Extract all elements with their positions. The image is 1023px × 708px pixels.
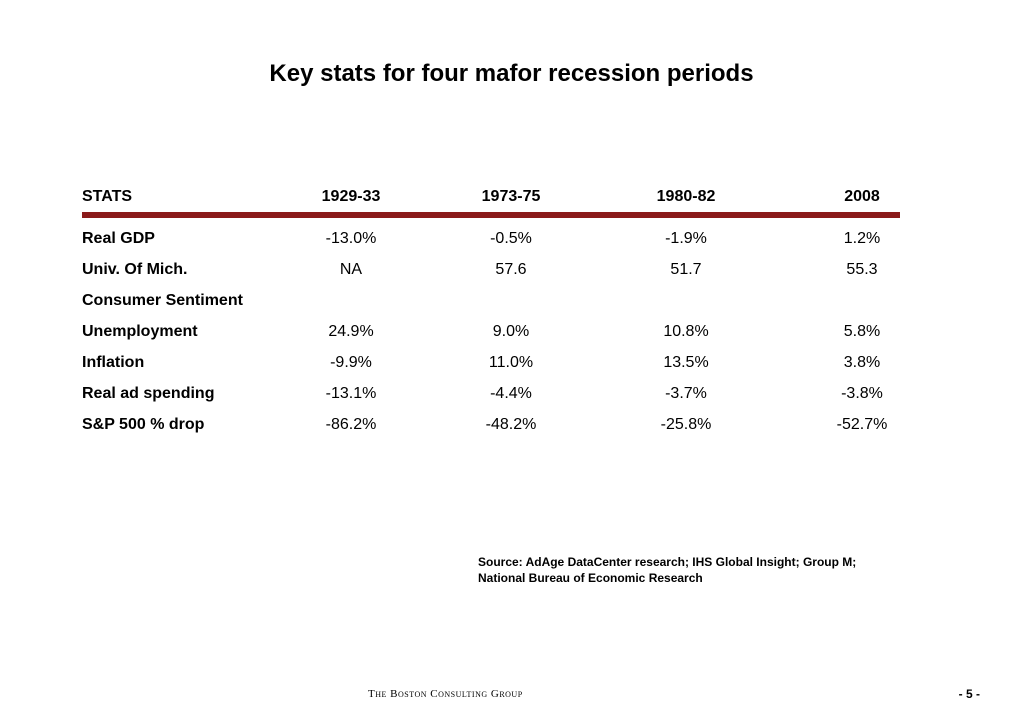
table-cell: -13.0%	[325, 230, 377, 247]
table-cell: 10.8%	[663, 323, 709, 340]
table-cell: -25.8%	[660, 416, 712, 433]
table-cell: NA	[339, 261, 363, 278]
table-cell: 51.7	[670, 261, 702, 278]
source-note: Source: AdAge DataCenter research; IHS G…	[478, 554, 908, 586]
table-cell: -9.9%	[330, 354, 372, 371]
table-cell: 1.2%	[843, 230, 881, 247]
slide-title: Key stats for four mafor recession perio…	[269, 60, 754, 87]
table-row: Real GDP -13.0% -0.5% -1.9% 1.2%	[82, 226, 900, 257]
table-cell: 13.5%	[663, 354, 709, 371]
source-line-2: National Bureau of Economic Research	[478, 571, 703, 585]
table-cell: 55.3	[846, 261, 878, 278]
table-header-row: STATS 1929-33 1973-75 1980-82 2008	[82, 184, 900, 212]
table-cell: -1.9%	[665, 230, 707, 247]
table-cell: 11.0%	[488, 354, 534, 371]
page-number: - 5 -	[958, 687, 980, 701]
row-label: Inflation	[82, 354, 145, 371]
table-row: Real ad spending -13.1% -4.4% -3.7% -3.8…	[82, 381, 900, 412]
footer-company-name: The Boston Consulting Group	[368, 688, 523, 700]
table-cell: -4.4%	[490, 385, 532, 402]
table-row: Consumer Sentiment	[82, 288, 900, 319]
row-label: Consumer Sentiment	[82, 292, 243, 309]
table-row: Univ. Of Mich. NA 57.6 51.7 55.3	[82, 257, 900, 288]
stats-table: STATS 1929-33 1973-75 1980-82 2008 Real …	[82, 184, 900, 443]
table-row: Inflation -9.9% 11.0% 13.5% 3.8%	[82, 350, 900, 381]
table-cell: -86.2%	[325, 416, 377, 433]
table-cell: 57.6	[495, 261, 527, 278]
row-label: Real GDP	[82, 230, 155, 247]
header-2008: 2008	[844, 188, 880, 205]
table-cell: 5.8%	[843, 323, 881, 340]
row-label: Univ. Of Mich.	[82, 261, 188, 278]
header-1929-33: 1929-33	[321, 188, 381, 205]
header-1980-82: 1980-82	[656, 188, 716, 205]
table-cell: -48.2%	[485, 416, 537, 433]
table-cell: 9.0%	[492, 323, 530, 340]
header-1973-75: 1973-75	[481, 188, 541, 205]
table-cell: -52.7%	[836, 416, 888, 433]
table-cell: -3.8%	[841, 385, 883, 402]
table-cell: 24.9%	[328, 323, 374, 340]
table-cell: -13.1%	[325, 385, 377, 402]
row-label: S&P 500 % drop	[82, 416, 205, 433]
table-row: S&P 500 % drop -86.2% -48.2% -25.8% -52.…	[82, 412, 900, 443]
table-row: Unemployment 24.9% 9.0% 10.8% 5.8%	[82, 319, 900, 350]
source-line-1: Source: AdAge DataCenter research; IHS G…	[478, 555, 857, 569]
header-divider	[82, 212, 900, 218]
table-cell: 3.8%	[843, 354, 881, 371]
header-stats: STATS	[82, 188, 133, 205]
row-label: Unemployment	[82, 323, 198, 340]
table-cell: -0.5%	[490, 230, 532, 247]
row-label: Real ad spending	[82, 385, 215, 402]
table-cell: -3.7%	[665, 385, 707, 402]
